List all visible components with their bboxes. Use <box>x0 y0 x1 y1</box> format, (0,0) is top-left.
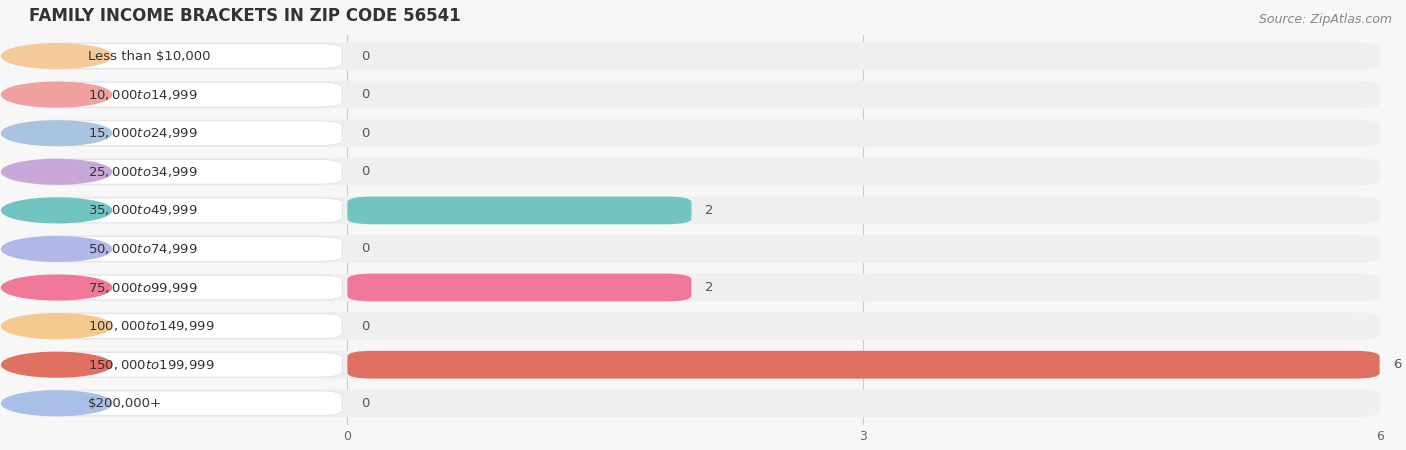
FancyBboxPatch shape <box>32 159 342 184</box>
Text: 2: 2 <box>706 204 714 217</box>
Circle shape <box>1 44 111 68</box>
Text: Source: ZipAtlas.com: Source: ZipAtlas.com <box>1258 14 1392 27</box>
Text: 0: 0 <box>361 320 370 333</box>
Text: $200,000+: $200,000+ <box>87 397 162 410</box>
Text: FAMILY INCOME BRACKETS IN ZIP CODE 56541: FAMILY INCOME BRACKETS IN ZIP CODE 56541 <box>30 7 461 25</box>
FancyBboxPatch shape <box>32 237 342 261</box>
Text: $50,000 to $74,999: $50,000 to $74,999 <box>87 242 197 256</box>
FancyBboxPatch shape <box>30 42 1379 70</box>
Circle shape <box>1 159 111 184</box>
FancyBboxPatch shape <box>30 119 1379 147</box>
Text: 0: 0 <box>361 165 370 178</box>
FancyBboxPatch shape <box>347 351 1379 378</box>
Text: 0: 0 <box>361 397 370 410</box>
Text: 0: 0 <box>361 127 370 140</box>
FancyBboxPatch shape <box>32 275 342 300</box>
Text: $150,000 to $199,999: $150,000 to $199,999 <box>87 358 214 372</box>
Circle shape <box>1 198 111 223</box>
FancyBboxPatch shape <box>30 389 1379 417</box>
FancyBboxPatch shape <box>30 274 1379 302</box>
FancyBboxPatch shape <box>347 274 692 302</box>
Text: $15,000 to $24,999: $15,000 to $24,999 <box>87 126 197 140</box>
FancyBboxPatch shape <box>32 314 342 338</box>
FancyBboxPatch shape <box>30 351 1379 378</box>
FancyBboxPatch shape <box>32 198 342 223</box>
FancyBboxPatch shape <box>32 82 342 107</box>
FancyBboxPatch shape <box>32 352 342 377</box>
Circle shape <box>1 121 111 145</box>
FancyBboxPatch shape <box>30 197 1379 224</box>
Text: 0: 0 <box>361 243 370 256</box>
Text: $100,000 to $149,999: $100,000 to $149,999 <box>87 319 214 333</box>
Circle shape <box>1 314 111 338</box>
Text: 0: 0 <box>361 88 370 101</box>
FancyBboxPatch shape <box>30 81 1379 108</box>
Text: 2: 2 <box>706 281 714 294</box>
FancyBboxPatch shape <box>32 121 342 145</box>
Text: $10,000 to $14,999: $10,000 to $14,999 <box>87 88 197 102</box>
Text: $75,000 to $99,999: $75,000 to $99,999 <box>87 280 197 295</box>
Text: $25,000 to $34,999: $25,000 to $34,999 <box>87 165 197 179</box>
FancyBboxPatch shape <box>32 391 342 416</box>
Text: Less than $10,000: Less than $10,000 <box>87 50 209 63</box>
Circle shape <box>1 82 111 107</box>
Circle shape <box>1 391 111 416</box>
FancyBboxPatch shape <box>30 312 1379 340</box>
Circle shape <box>1 352 111 377</box>
FancyBboxPatch shape <box>30 235 1379 263</box>
FancyBboxPatch shape <box>30 158 1379 186</box>
Circle shape <box>1 237 111 261</box>
Text: 0: 0 <box>361 50 370 63</box>
Text: 6: 6 <box>1393 358 1402 371</box>
FancyBboxPatch shape <box>32 44 342 68</box>
Circle shape <box>1 275 111 300</box>
Text: $35,000 to $49,999: $35,000 to $49,999 <box>87 203 197 217</box>
FancyBboxPatch shape <box>347 197 692 224</box>
